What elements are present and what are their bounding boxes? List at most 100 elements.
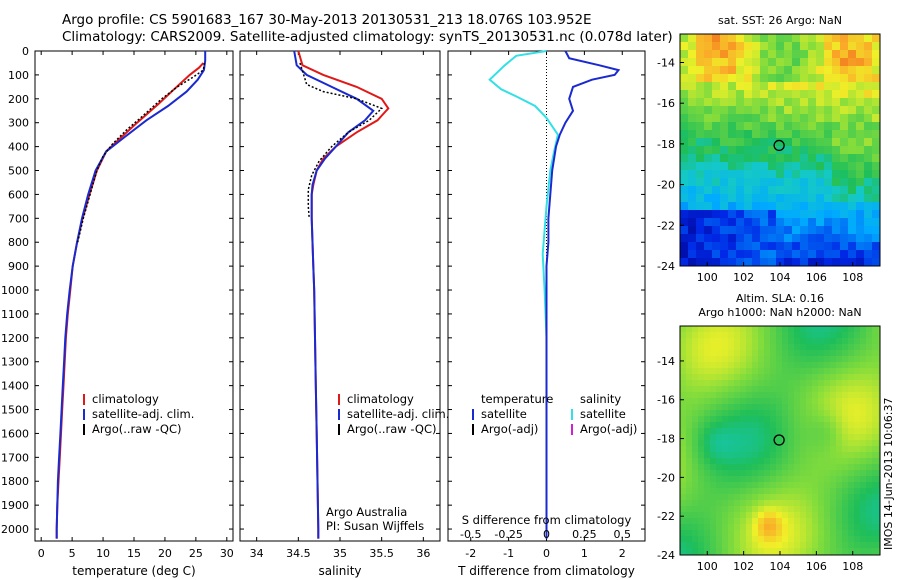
- map-cell: [784, 146, 793, 155]
- map-cell: [836, 542, 843, 549]
- map-cell: [698, 548, 705, 555]
- y-tick-label: 200: [8, 93, 29, 106]
- map-cell: [704, 34, 713, 43]
- map-cell: [808, 122, 817, 131]
- map-cell: [832, 210, 841, 219]
- map-cell: [752, 548, 759, 555]
- map-cell: [848, 178, 857, 187]
- map-cell: [698, 422, 705, 429]
- map-cell: [764, 476, 771, 483]
- map-cell: [848, 422, 855, 429]
- x-tick-label: 108: [842, 560, 863, 573]
- map-cell: [680, 58, 689, 67]
- map-cell: [840, 66, 849, 75]
- map-cell: [704, 368, 711, 375]
- map-cell: [856, 50, 865, 59]
- map-cell: [770, 500, 777, 507]
- map-cell: [712, 226, 721, 235]
- map-cell: [776, 362, 783, 369]
- map-cell: [692, 344, 699, 351]
- map-cell: [866, 326, 873, 333]
- map-cell: [878, 470, 881, 477]
- map-cell: [776, 536, 783, 543]
- map-cell: [842, 392, 849, 399]
- map-cell: [866, 512, 873, 519]
- map-cell: [728, 218, 737, 227]
- map-cell: [696, 74, 705, 83]
- map-cell: [848, 154, 857, 163]
- map-cell: [830, 494, 837, 501]
- map-cell: [792, 138, 801, 147]
- map-cell: [720, 114, 729, 123]
- map-cell: [692, 416, 699, 423]
- map-cell: [832, 138, 841, 147]
- map-cell: [854, 380, 861, 387]
- map-cell: [840, 98, 849, 107]
- map-cell: [792, 154, 801, 163]
- map-cell: [704, 476, 711, 483]
- map-cell: [816, 130, 825, 139]
- map-cell: [760, 194, 769, 203]
- map-cell: [824, 464, 831, 471]
- map-cell: [736, 210, 745, 219]
- map-cell: [866, 380, 873, 387]
- map-cell: [788, 356, 795, 363]
- map-cell: [746, 386, 753, 393]
- map-cell: [824, 122, 833, 131]
- map-cell: [746, 446, 753, 453]
- map-cell: [860, 440, 867, 447]
- map-cell: [746, 524, 753, 531]
- map-cell: [836, 524, 843, 531]
- map-cell: [784, 90, 793, 99]
- map-cell: [816, 226, 825, 235]
- map-cell: [824, 488, 831, 495]
- map-cell: [864, 258, 873, 267]
- map-cell: [704, 170, 713, 179]
- map-cell: [872, 162, 881, 171]
- map-cell: [680, 392, 687, 399]
- map-cell: [764, 500, 771, 507]
- map-cell: [784, 162, 793, 171]
- map-cell: [728, 482, 735, 489]
- map-cell: [864, 82, 873, 91]
- map-cell: [800, 162, 809, 171]
- map-cell: [840, 114, 849, 123]
- map-cell: [704, 416, 711, 423]
- map-cell: [878, 374, 881, 381]
- map-cell: [776, 114, 785, 123]
- map-cell: [720, 42, 729, 51]
- map-cell: [816, 202, 825, 211]
- map-cell: [866, 374, 873, 381]
- map-cell: [816, 82, 825, 91]
- map-cell: [758, 338, 765, 345]
- map-cell: [794, 536, 801, 543]
- map-cell: [788, 428, 795, 435]
- map-cell: [688, 114, 697, 123]
- map-cell: [848, 258, 857, 267]
- map-cell: [854, 386, 861, 393]
- map-cell: [680, 74, 689, 83]
- map-cell: [680, 356, 687, 363]
- legend-label: Argo(..raw -QC): [347, 422, 437, 436]
- map-cell: [704, 422, 711, 429]
- map-cell: [758, 548, 765, 555]
- map-cell: [782, 446, 789, 453]
- map-cell: [712, 162, 721, 171]
- map-cell: [716, 398, 723, 405]
- map-cell: [688, 122, 697, 131]
- map-cell: [736, 186, 745, 195]
- map-cell: [752, 542, 759, 549]
- map-cell: [872, 404, 879, 411]
- map-cell: [704, 82, 713, 91]
- map-cell: [848, 524, 855, 531]
- map-cell: [784, 130, 793, 139]
- map-cell: [704, 186, 713, 195]
- map-cell: [832, 226, 841, 235]
- map-cell: [720, 34, 729, 43]
- map-cell: [680, 344, 687, 351]
- map-cell: [840, 194, 849, 203]
- map-cell: [720, 146, 729, 155]
- map-cell: [704, 234, 713, 243]
- map-cell: [824, 98, 833, 107]
- map-cell: [812, 428, 819, 435]
